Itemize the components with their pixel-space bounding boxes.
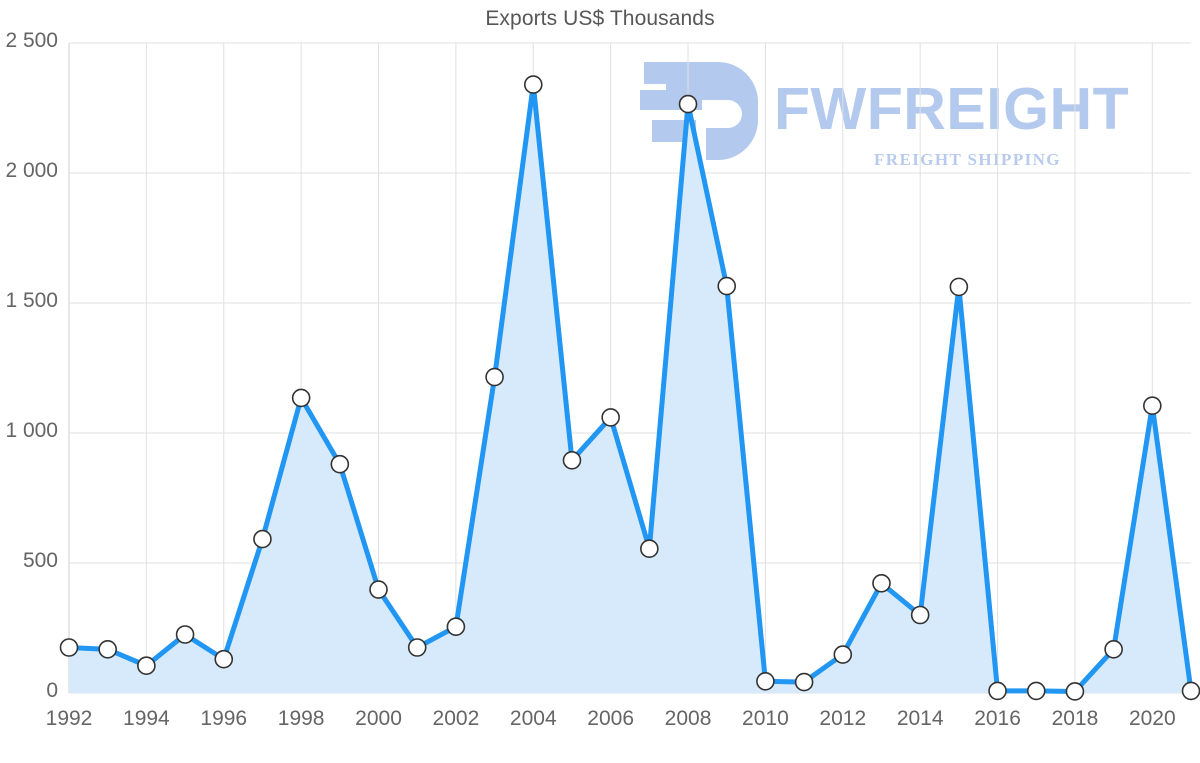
x-axis-tick-label: 2004	[509, 707, 557, 730]
data-point-marker[interactable]	[1026, 681, 1046, 701]
x-axis-tick-label: 2012	[819, 707, 867, 730]
data-markers-group	[59, 75, 1200, 701]
y-axis-tick-label: 2 500	[5, 29, 58, 52]
x-axis-tick-label: 2008	[664, 707, 712, 730]
data-point-marker[interactable]	[1143, 396, 1162, 416]
x-axis-tick-label: 1992	[45, 707, 93, 730]
data-point-marker[interactable]	[601, 408, 620, 427]
x-axis-tick-label: 2018	[1051, 707, 1099, 730]
x-axis-tick-label: 2016	[974, 707, 1021, 730]
y-axis-tick-label: 500	[22, 549, 58, 572]
x-axis-tick-label: 2020	[1128, 707, 1176, 730]
data-point-marker[interactable]	[988, 681, 1007, 701]
y-axis-tick-label: 0	[46, 679, 58, 702]
data-point-marker[interactable]	[717, 276, 737, 296]
data-point-marker[interactable]	[872, 573, 891, 593]
x-axis-tick-label: 2006	[587, 707, 634, 730]
data-point-marker[interactable]	[1104, 640, 1123, 659]
data-point-marker[interactable]	[291, 388, 311, 408]
data-point-marker[interactable]	[214, 649, 234, 669]
data-point-marker[interactable]	[640, 539, 659, 559]
data-point-marker[interactable]	[562, 450, 582, 470]
data-point-marker[interactable]	[446, 617, 466, 637]
data-point-marker[interactable]	[523, 75, 543, 94]
x-axis-tick-label: 1994	[123, 707, 170, 730]
data-point-marker[interactable]	[1181, 681, 1200, 701]
x-axis-tick-label: 2014	[896, 707, 944, 730]
data-point-marker[interactable]	[330, 454, 350, 474]
data-point-marker[interactable]	[175, 625, 195, 644]
data-point-marker[interactable]	[137, 656, 156, 676]
chart-title: Exports US$ Thousands	[485, 7, 715, 30]
x-axis-tick-label: 1996	[200, 707, 248, 730]
data-point-marker[interactable]	[678, 94, 698, 114]
x-axis-tick-label: 2010	[742, 707, 789, 730]
data-point-marker[interactable]	[833, 645, 853, 664]
data-point-marker[interactable]	[485, 367, 504, 387]
data-point-marker[interactable]	[98, 640, 117, 659]
y-axis-tick-label: 2 000	[5, 159, 58, 182]
data-point-marker[interactable]	[949, 277, 969, 297]
data-point-marker[interactable]	[756, 671, 775, 691]
y-axis-tick-label: 1 500	[5, 289, 58, 312]
data-point-marker[interactable]	[407, 638, 427, 657]
x-axis-tick-label: 1998	[277, 707, 325, 730]
area-fill	[69, 84, 1191, 694]
data-point-marker[interactable]	[369, 580, 388, 599]
area-fill-group	[69, 84, 1191, 694]
y-axis-tick-label: 1 000	[5, 419, 58, 442]
data-point-marker[interactable]	[59, 638, 79, 657]
data-point-marker[interactable]	[253, 529, 272, 549]
x-axis-tick-label: 2002	[432, 707, 480, 730]
data-point-marker[interactable]	[1065, 682, 1085, 701]
x-axis-tick-label: 2000	[355, 707, 402, 730]
data-point-marker[interactable]	[910, 605, 930, 625]
data-point-marker[interactable]	[794, 672, 814, 692]
